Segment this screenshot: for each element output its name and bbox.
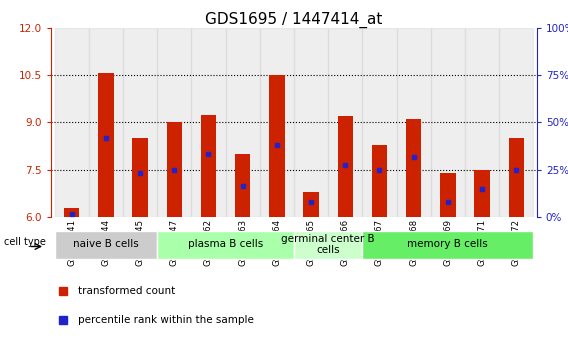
- Bar: [465, 28, 499, 217]
- Bar: [362, 231, 533, 259]
- Bar: [191, 28, 225, 217]
- Bar: [98, 73, 114, 217]
- Bar: [371, 145, 387, 217]
- Bar: [235, 154, 250, 217]
- Text: naive B cells: naive B cells: [73, 239, 139, 249]
- Bar: [474, 170, 490, 217]
- Bar: [294, 231, 362, 259]
- Bar: [132, 138, 148, 217]
- Bar: [269, 75, 285, 217]
- Bar: [123, 28, 157, 217]
- Bar: [55, 231, 157, 259]
- Bar: [508, 138, 524, 217]
- Bar: [396, 28, 431, 217]
- Bar: [294, 28, 328, 217]
- Text: cell type: cell type: [4, 237, 46, 247]
- Bar: [406, 119, 421, 217]
- Text: memory B cells: memory B cells: [407, 239, 488, 249]
- Bar: [89, 28, 123, 217]
- Text: germinal center B
cells: germinal center B cells: [281, 234, 375, 255]
- Bar: [55, 28, 89, 217]
- Bar: [201, 115, 216, 217]
- Text: plasma B cells: plasma B cells: [188, 239, 263, 249]
- Bar: [157, 28, 191, 217]
- Bar: [328, 28, 362, 217]
- Bar: [157, 231, 294, 259]
- Bar: [225, 28, 260, 217]
- Bar: [166, 122, 182, 217]
- Bar: [303, 192, 319, 217]
- Bar: [260, 28, 294, 217]
- Bar: [431, 28, 465, 217]
- Bar: [337, 116, 353, 217]
- Bar: [499, 28, 533, 217]
- Title: GDS1695 / 1447414_at: GDS1695 / 1447414_at: [205, 11, 383, 28]
- Bar: [362, 28, 396, 217]
- Text: percentile rank within the sample: percentile rank within the sample: [78, 315, 253, 325]
- Bar: [64, 208, 80, 217]
- Bar: [440, 173, 456, 217]
- Text: transformed count: transformed count: [78, 286, 175, 296]
